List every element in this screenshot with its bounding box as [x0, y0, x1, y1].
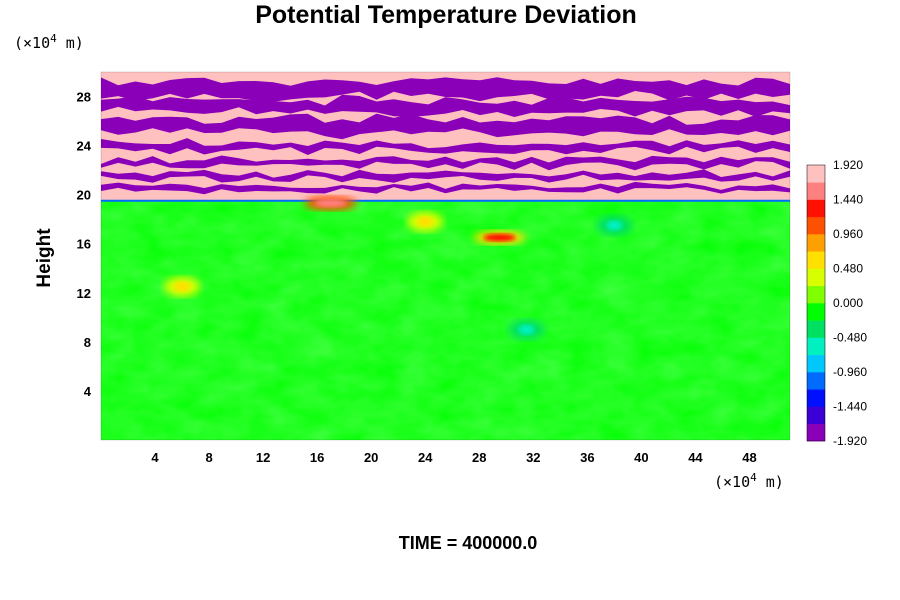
negative-anomaly	[518, 324, 535, 335]
colorbar-tick-label: -1.920	[833, 434, 867, 448]
y-tick-label: 28	[77, 90, 91, 105]
colorbar-segment	[807, 216, 825, 235]
colorbar-segment	[807, 251, 825, 269]
x-tick-label: 24	[418, 450, 433, 465]
colorbar-tick-label: 1.920	[833, 158, 863, 172]
plot-area	[0, 0, 790, 440]
y-axis-unit: (×104 m)	[14, 32, 84, 52]
colorbar-segment	[807, 354, 825, 373]
y-tick-label: 4	[84, 384, 92, 399]
negative-anomaly	[606, 220, 623, 231]
colorbar-tick-label: 0.480	[833, 262, 863, 276]
negative-layer	[101, 138, 790, 155]
positive-anomaly	[174, 281, 191, 292]
colorbar-segment	[807, 372, 825, 390]
anomaly-features	[0, 0, 633, 340]
plot-frame	[100, 71, 791, 441]
x-tick-label: 8	[205, 450, 212, 465]
heatmap-texture	[101, 195, 790, 440]
negative-layer	[101, 155, 790, 171]
x-tick-label: 32	[526, 450, 540, 465]
colorbar-segment	[807, 165, 825, 183]
colorbar-segment	[807, 182, 825, 200]
upper-bands	[101, 72, 790, 202]
colorbar-segment	[807, 303, 825, 321]
x-tick-label: 20	[364, 450, 378, 465]
y-tick-label: 24	[77, 139, 92, 154]
positive-anomaly	[314, 199, 347, 208]
positive-anomaly	[483, 233, 516, 242]
colorbar-tick-label: -1.440	[833, 400, 867, 414]
colorbar-segment	[807, 320, 825, 338]
y-tick-label: 16	[77, 237, 91, 252]
negative-layer	[101, 169, 790, 183]
x-tick-label: 48	[742, 450, 756, 465]
y-tick-label: 8	[84, 335, 91, 350]
colorbar-ticks: 1.920 1.440 0.960 0.480 0.000 -0.480 -0.960 -1.…	[833, 158, 867, 448]
x-axis-ticks: 4 8 12 16 20 24 28 32 36 40 44 48	[151, 450, 756, 465]
colorbar	[806, 164, 826, 442]
colorbar-tick-label: 0.960	[833, 227, 863, 241]
colorbar-segment	[807, 199, 825, 218]
negative-layer	[101, 181, 790, 195]
colorbar-segment	[807, 268, 825, 287]
colorbar-segment	[807, 337, 825, 356]
colorbar-segment	[807, 285, 825, 304]
colorbar-segment	[807, 423, 825, 442]
x-tick-label: 44	[688, 450, 703, 465]
x-tick-label: 36	[580, 450, 594, 465]
x-tick-label: 28	[472, 450, 486, 465]
time-label: TIME = 400000.0	[399, 533, 538, 553]
colorbar-segment	[807, 406, 825, 425]
anomaly-halo	[0, 0, 18, 10]
negative-layer	[101, 94, 790, 117]
colorbar-tick-label: 0.000	[833, 296, 863, 310]
positive-anomaly	[417, 216, 434, 227]
x-tick-label: 40	[634, 450, 648, 465]
colorbar-segment	[807, 389, 825, 407]
y-axis-ticks: 4 8 12 16 20 24 28	[77, 90, 92, 399]
x-tick-label: 12	[256, 450, 270, 465]
colorbar-tick-label: 1.440	[833, 193, 863, 207]
colorbar-tick-label: -0.480	[833, 331, 867, 345]
x-tick-label: 4	[151, 450, 159, 465]
negative-layer	[101, 113, 790, 140]
y-tick-label: 20	[77, 188, 91, 203]
y-axis-label: Height	[34, 228, 55, 288]
x-axis-unit: (×104 m)	[714, 471, 784, 491]
negative-layer	[101, 77, 790, 102]
y-tick-label: 12	[77, 286, 91, 301]
colorbar-segment	[807, 234, 825, 252]
chart-title: Potential Temperature Deviation	[255, 1, 637, 29]
x-tick-label: 16	[310, 450, 324, 465]
colorbar-tick-label: -0.960	[833, 365, 867, 379]
colorbar-frame	[806, 164, 826, 442]
negative-anomaly	[0, 0, 8, 5]
